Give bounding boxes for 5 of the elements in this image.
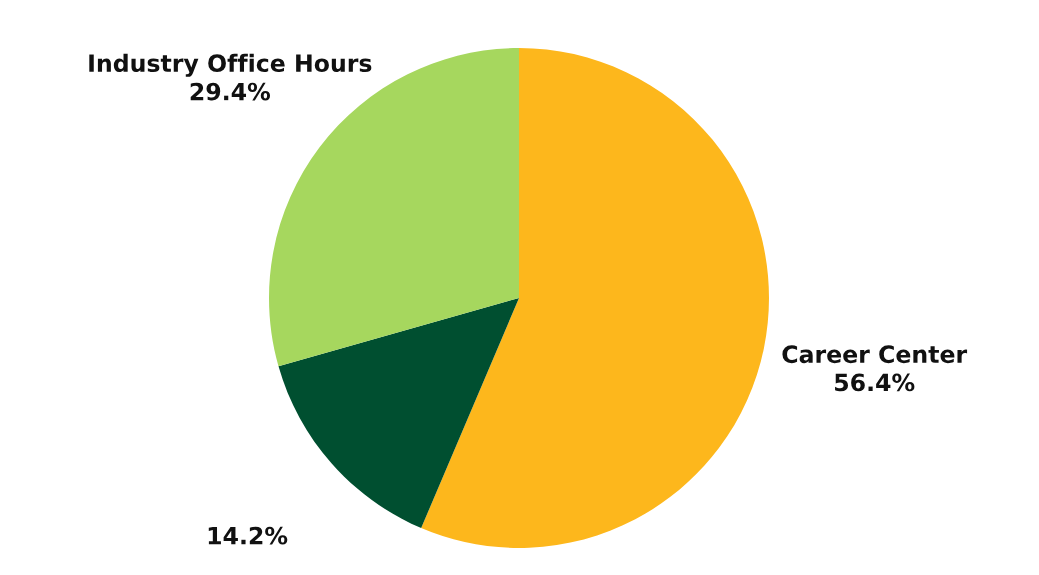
slice-label: Career Center	[782, 345, 968, 364]
data-label: 56.4%	[835, 373, 915, 392]
slice-label: Industry Office Hours	[89, 53, 372, 77]
data-label: 14.2%	[208, 526, 288, 545]
data-label: 29.4%	[190, 82, 271, 101]
